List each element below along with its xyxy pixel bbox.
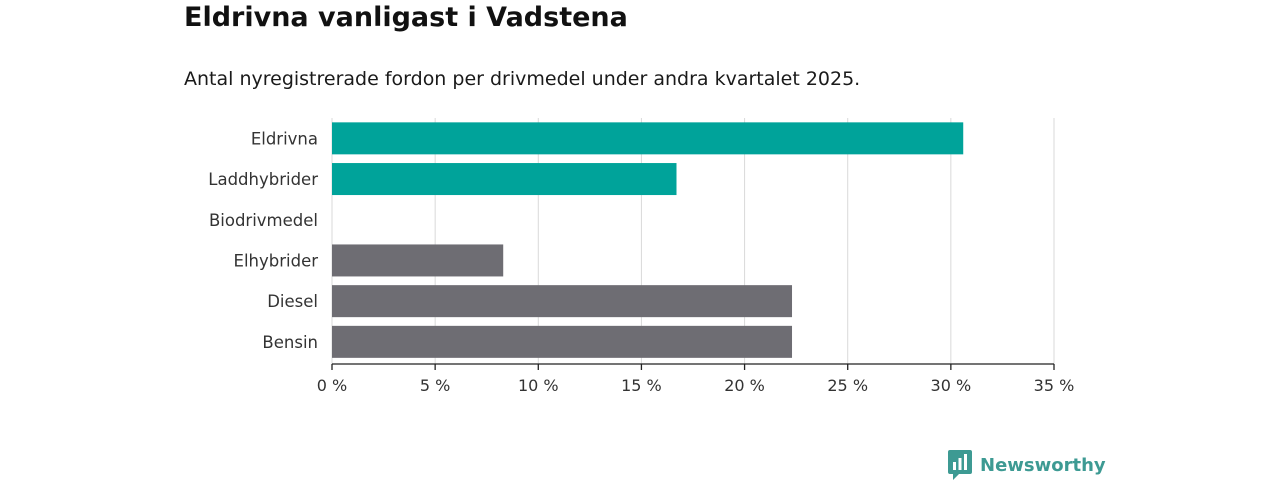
- x-tick-label: 0 %: [317, 376, 347, 395]
- category-labels: Eldrivna Laddhybrider Biodrivmedel Elhybrid…: [208, 129, 318, 352]
- x-tick-label: 20 %: [724, 376, 765, 395]
- bar-laddhybrider: [332, 163, 677, 196]
- x-tick-label: 35 %: [1034, 376, 1075, 395]
- bar-diesel: [332, 285, 793, 318]
- x-tick-label: 15 %: [621, 376, 662, 395]
- category-label: Bensin: [262, 333, 318, 352]
- bar-elhybrider: [332, 244, 504, 277]
- brand-logo: Newsworthy: [948, 449, 1106, 481]
- chart-title: Eldrivna vanligast i Vadstena: [184, 2, 628, 33]
- bar-eldrivna: [332, 122, 964, 155]
- category-label: Eldrivna: [251, 129, 318, 148]
- chart-subtitle: Antal nyregistrerade fordon per drivmede…: [184, 68, 861, 90]
- x-tick-label: 30 %: [931, 376, 972, 395]
- x-axis: 0 % 5 % 10 % 15 % 20 % 25 % 30 % 35 %: [317, 363, 1075, 395]
- category-label: Biodrivmedel: [209, 211, 318, 230]
- bars: [332, 122, 964, 358]
- category-label: Diesel: [267, 292, 318, 311]
- bar-chart: 0 % 5 % 10 % 15 % 20 % 25 % 30 % 35 % Eldrivna L…: [208, 118, 1075, 395]
- category-label: Elhybrider: [234, 251, 319, 270]
- bar-bensin: [332, 325, 793, 358]
- category-label: Laddhybrider: [208, 170, 318, 189]
- x-tick-label: 10 %: [518, 376, 559, 395]
- x-tick-label: 5 %: [420, 376, 450, 395]
- x-tick-label: 25 %: [827, 376, 868, 395]
- newsworthy-logo-icon: [948, 450, 972, 480]
- gridlines: [331, 118, 1055, 364]
- brand-name: Newsworthy: [980, 454, 1106, 476]
